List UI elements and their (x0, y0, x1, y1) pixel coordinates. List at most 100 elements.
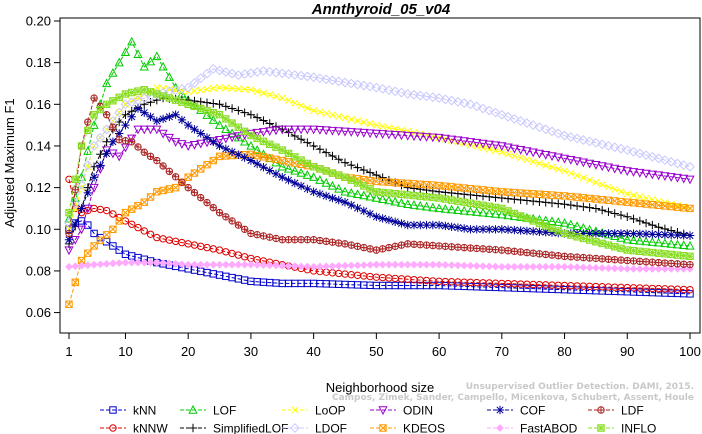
data-point-ldof (377, 83, 388, 94)
data-point-inflo (259, 137, 268, 146)
data-point-inflo (309, 163, 318, 171)
data-point-loop (586, 176, 594, 184)
data-point-odin (503, 143, 513, 153)
data-point-fastabod (661, 264, 669, 273)
data-point-inflo (90, 111, 98, 119)
legend: kNN kNNW LOF SimplifiedLOF LoOP LDOF ODIN KDEOS… (100, 404, 656, 434)
data-point-simplifiedlof (629, 214, 638, 224)
legend-label: LoOP (315, 404, 346, 418)
data-point-loop (636, 193, 644, 201)
data-point-ldf (510, 247, 519, 255)
data-point-simplifiedlof (541, 198, 550, 207)
data-point-odin (258, 128, 269, 137)
data-point-fastabod (397, 260, 406, 269)
legend-item-knn: kNN (100, 404, 156, 418)
data-point-inflo (328, 169, 337, 177)
data-point-simplifiedlof (121, 110, 130, 119)
data-point-cof (152, 116, 162, 126)
legend-marker-loop (291, 406, 299, 414)
watermark-line-2: Campos, Zimek, Sander, Campello, Micenko… (331, 393, 694, 403)
data-point-fastabod (410, 260, 418, 269)
data-point-simplifiedlof (403, 183, 412, 192)
data-point-kdeos (65, 300, 73, 308)
data-point-inflo (203, 106, 211, 115)
data-point-loop (215, 84, 224, 92)
data-point-inflo (498, 204, 506, 213)
x-tick-label: 40 (306, 344, 320, 359)
data-point-loop (341, 114, 349, 122)
data-point-ldf (140, 148, 148, 156)
data-point-knnw (222, 248, 230, 256)
data-point-inflo (121, 90, 130, 98)
data-point-lof (628, 235, 639, 245)
data-point-odin (635, 168, 645, 178)
data-point-simplifiedlof (202, 98, 212, 107)
data-point-odin (509, 144, 519, 154)
legend-label: SimplifiedLOF (213, 422, 288, 434)
data-point-knnw (102, 206, 111, 215)
data-point-ldof (346, 78, 357, 89)
data-point-inflo (598, 239, 606, 248)
data-point-cof (77, 204, 86, 213)
data-point-inflo (247, 131, 255, 140)
data-point-ldf (642, 258, 650, 266)
series-ldof (64, 63, 695, 228)
data-point-inflo (567, 231, 575, 239)
data-point-inflo (611, 243, 619, 251)
series-line-loop (68, 87, 691, 230)
data-point-inflo (134, 87, 142, 95)
data-point-knnw (128, 220, 136, 228)
data-point-fastabod (178, 260, 186, 269)
data-point-cof (359, 206, 369, 216)
data-point-fastabod (259, 261, 268, 270)
data-point-odin (108, 149, 118, 159)
legend-marker-ldof (290, 423, 300, 433)
data-point-fastabod (566, 263, 575, 271)
data-point-ldf (441, 242, 450, 250)
data-point-inflo (341, 173, 349, 181)
y-tick-label: 0.14 (26, 138, 51, 153)
data-point-inflo (178, 98, 186, 106)
data-point-odin (647, 170, 657, 180)
data-point-cof (114, 129, 124, 138)
data-point-ldof (660, 155, 670, 166)
data-point-odin (566, 156, 576, 165)
data-point-ldf (90, 94, 98, 102)
data-point-simplifiedlof (259, 116, 268, 125)
data-point-inflo (316, 165, 324, 173)
data-point-odin (641, 169, 651, 179)
data-point-ldof (89, 141, 99, 151)
data-point-ldf (661, 259, 669, 267)
data-point-ldf (560, 252, 569, 260)
data-point-loop (560, 167, 569, 175)
x-tick-label: 60 (432, 344, 446, 359)
data-point-fastabod (221, 260, 230, 269)
data-point-inflo (165, 94, 174, 102)
data-point-loop (197, 86, 205, 94)
data-point-odin (403, 131, 413, 141)
y-tick-label: 0.12 (26, 180, 51, 195)
data-point-odin (622, 167, 632, 177)
data-point-ldof (183, 82, 194, 93)
data-point-ldf (648, 258, 657, 266)
data-point-loop (535, 159, 544, 168)
data-point-cof (434, 220, 444, 230)
data-point-fastabod (209, 260, 218, 269)
data-point-inflo (466, 199, 475, 207)
legend-marker-fastabod (496, 424, 504, 432)
legend-item-kdeos: KDEOS (370, 422, 445, 434)
legend-item-inflo: INFLO (588, 422, 656, 434)
series-kdeos (65, 150, 694, 308)
data-point-knn (686, 290, 694, 298)
data-point-odin (472, 138, 482, 148)
data-point-loop (203, 85, 211, 93)
data-point-fastabod (322, 262, 331, 271)
data-point-fastabod (635, 264, 644, 273)
data-point-lof (327, 180, 338, 190)
series-knnw (65, 175, 694, 294)
data-point-cof (384, 215, 394, 225)
data-point-fastabod (341, 261, 349, 270)
data-point-lof (666, 238, 676, 248)
data-point-ldf (128, 138, 136, 146)
data-point-fastabod (278, 261, 287, 270)
